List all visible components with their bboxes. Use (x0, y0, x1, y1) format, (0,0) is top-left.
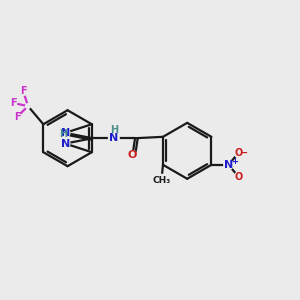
Text: +: + (231, 158, 238, 166)
Circle shape (234, 172, 242, 181)
Text: O: O (234, 172, 242, 182)
Circle shape (155, 174, 168, 188)
Text: N: N (109, 133, 119, 143)
Text: N: N (61, 139, 70, 148)
Circle shape (109, 133, 119, 143)
Text: N: N (224, 160, 233, 170)
Text: F: F (14, 112, 20, 122)
Circle shape (13, 113, 21, 121)
Circle shape (9, 99, 17, 107)
Circle shape (128, 151, 137, 160)
Circle shape (234, 149, 242, 157)
Text: F: F (10, 98, 16, 108)
Circle shape (224, 160, 233, 170)
Text: F: F (20, 86, 27, 97)
Circle shape (26, 104, 30, 108)
Text: N: N (61, 128, 70, 138)
Circle shape (20, 88, 27, 95)
Circle shape (61, 128, 70, 138)
Text: H: H (110, 125, 118, 135)
Circle shape (61, 139, 70, 148)
Text: O: O (234, 148, 242, 158)
Text: H: H (59, 129, 67, 139)
Text: CH₃: CH₃ (152, 176, 170, 185)
Text: O: O (128, 150, 137, 160)
Text: −: − (240, 148, 248, 158)
